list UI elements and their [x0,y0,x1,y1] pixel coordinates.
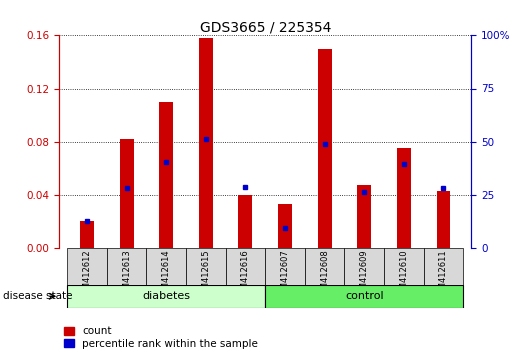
Bar [305,248,345,285]
Bar [146,248,186,285]
Bar [226,248,265,285]
Bar [67,285,265,308]
Text: GSM412607: GSM412607 [281,250,289,301]
Text: GSM412608: GSM412608 [320,250,329,301]
Text: control: control [345,291,384,302]
Bar [397,148,411,248]
Text: GSM412614: GSM412614 [162,250,170,300]
Bar [80,221,94,248]
Text: diabetes: diabetes [142,291,190,302]
Bar [67,248,107,285]
Bar [384,248,424,285]
Bar [265,285,464,308]
Text: disease state: disease state [3,291,72,301]
Legend: count, percentile rank within the sample: count, percentile rank within the sample [64,326,258,349]
Text: GSM412611: GSM412611 [439,250,448,300]
Bar [278,204,292,248]
Bar [199,38,213,248]
Title: GDS3665 / 225354: GDS3665 / 225354 [199,20,331,34]
Bar [159,102,173,248]
Bar [437,191,451,248]
Text: GSM412612: GSM412612 [82,250,92,300]
Bar [345,248,384,285]
Text: GSM412613: GSM412613 [122,250,131,301]
Bar [318,49,332,248]
Text: GSM412610: GSM412610 [399,250,408,300]
Bar [107,248,146,285]
Bar [265,248,305,285]
Text: GSM412616: GSM412616 [241,250,250,301]
Text: GSM412615: GSM412615 [201,250,210,300]
Bar [357,185,371,248]
Bar [238,195,252,248]
Bar [119,139,133,248]
Text: GSM412609: GSM412609 [360,250,369,300]
Bar [424,248,464,285]
Bar [186,248,226,285]
